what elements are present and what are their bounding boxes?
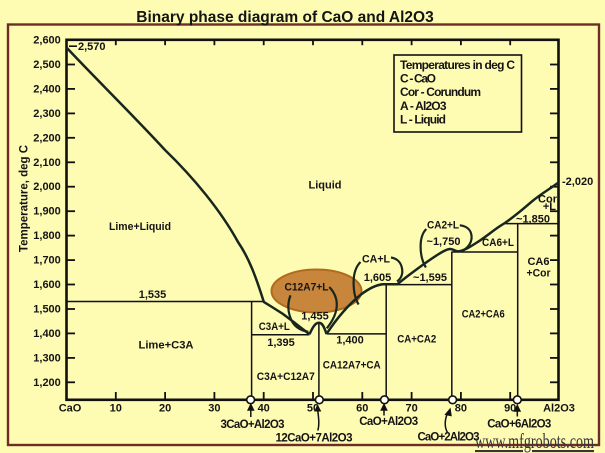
svg-text:CA6: CA6 (527, 256, 549, 268)
svg-text:CA6+L: CA6+L (482, 237, 514, 249)
svg-text:Lime+C3A: Lime+C3A (139, 340, 194, 352)
svg-text:2,100: 2,100 (33, 157, 61, 169)
svg-text:20: 20 (159, 403, 171, 415)
svg-text:Binary phase diagram of CaO an: Binary phase diagram of CaO and Al2O3 (136, 9, 434, 26)
svg-text:+L: +L (543, 201, 556, 213)
svg-text:1,500: 1,500 (33, 304, 61, 316)
svg-text:C - CaO: C - CaO (400, 72, 436, 86)
svg-text:12CaO+7Al2O3: 12CaO+7Al2O3 (276, 433, 353, 445)
svg-text:40: 40 (258, 403, 270, 415)
svg-text:CA+L: CA+L (362, 254, 390, 266)
svg-text:1,395: 1,395 (267, 337, 295, 349)
svg-text:C12A7+L: C12A7+L (285, 282, 329, 294)
svg-text:C3A+L: C3A+L (259, 321, 290, 333)
svg-text:CaO+Al2O3: CaO+Al2O3 (359, 416, 418, 428)
svg-text:60: 60 (356, 403, 368, 415)
svg-text:Temperature, deg C: Temperature, deg C (19, 145, 31, 252)
svg-text:1,200: 1,200 (33, 377, 61, 389)
svg-text:CA2+CA6: CA2+CA6 (462, 309, 505, 321)
svg-text:1,800: 1,800 (33, 230, 61, 242)
svg-text:1,400: 1,400 (33, 328, 61, 340)
svg-text:CaO+6Al2O3: CaO+6Al2O3 (487, 419, 551, 431)
svg-text:Temperatures in deg C: Temperatures in deg C (400, 58, 515, 72)
svg-text:2,500: 2,500 (33, 59, 61, 71)
svg-text:A - Al2O3: A - Al2O3 (400, 99, 447, 113)
svg-text:1,600: 1,600 (33, 279, 61, 291)
svg-text:1,605: 1,605 (364, 272, 392, 284)
svg-text:50: 50 (307, 403, 319, 415)
svg-text:CA+CA2: CA+CA2 (397, 334, 436, 346)
svg-text:2,400: 2,400 (33, 83, 61, 95)
svg-text:30: 30 (208, 403, 220, 415)
svg-text:CA12A7+CA: CA12A7+CA (323, 360, 381, 372)
svg-text:1,400: 1,400 (336, 335, 364, 347)
svg-text:1,300: 1,300 (33, 352, 61, 364)
svg-text:~1,750: ~1,750 (427, 236, 461, 248)
svg-text:1,535: 1,535 (139, 289, 167, 301)
svg-text:L - Liquid: L - Liquid (400, 112, 446, 126)
svg-text:3CaO+Al2O3: 3CaO+Al2O3 (221, 419, 285, 431)
svg-text:Cor - Corundum: Cor - Corundum (400, 85, 481, 99)
svg-text:90: 90 (504, 403, 516, 415)
svg-text:C3A+C12A7: C3A+C12A7 (257, 371, 315, 383)
svg-text:-2,020: -2,020 (562, 176, 593, 188)
svg-text:Cor: Cor (538, 194, 558, 206)
svg-text:~1,850: ~1,850 (516, 213, 550, 225)
svg-text:CaO: CaO (59, 403, 82, 415)
svg-text:Liquid: Liquid (309, 180, 342, 192)
svg-text:1,455: 1,455 (301, 311, 329, 323)
svg-text:2,600: 2,600 (33, 35, 61, 47)
svg-text:CA2+L: CA2+L (427, 220, 459, 232)
svg-text:80: 80 (455, 403, 467, 415)
svg-text:2,300: 2,300 (33, 108, 61, 120)
svg-text:2,000: 2,000 (33, 181, 61, 193)
svg-text:CaO+2Al2O3: CaO+2Al2O3 (418, 431, 480, 443)
svg-text:1,900: 1,900 (33, 206, 61, 218)
svg-text:~1,595: ~1,595 (413, 272, 447, 284)
svg-text:www.mfgrobots.com: www.mfgrobots.com (475, 429, 594, 453)
svg-text:Al2O3: Al2O3 (543, 403, 575, 415)
svg-text:Lime+Liquid: Lime+Liquid (109, 221, 171, 233)
svg-text:1,700: 1,700 (33, 255, 61, 267)
svg-text:2,200: 2,200 (33, 132, 61, 144)
svg-text:10: 10 (110, 403, 122, 415)
svg-text:70: 70 (405, 403, 417, 415)
svg-text:2,570: 2,570 (78, 41, 106, 53)
svg-text:+Cor: +Cor (527, 268, 552, 280)
